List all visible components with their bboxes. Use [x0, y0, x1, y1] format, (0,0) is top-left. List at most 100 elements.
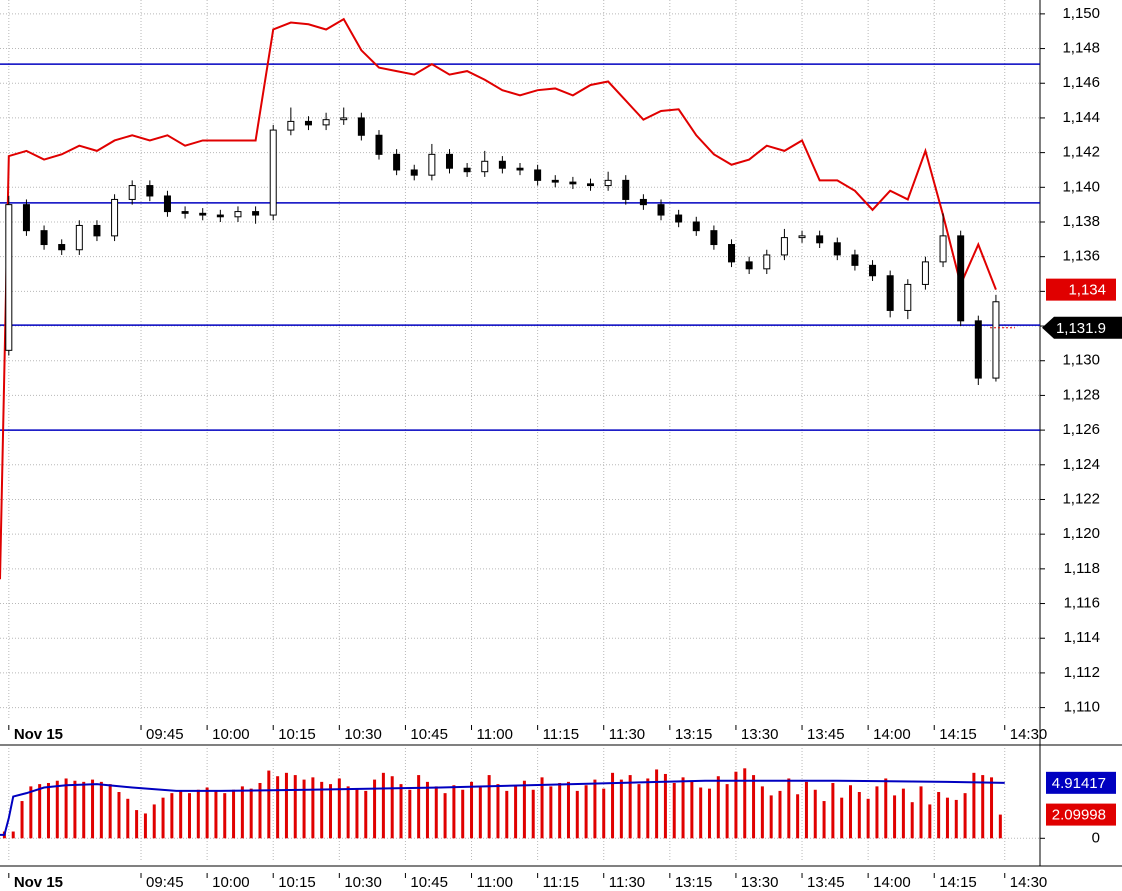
y-tick-label: 1,144: [1062, 109, 1100, 126]
candle-body: [445, 153, 453, 169]
volume-bar: [408, 789, 412, 839]
volume-bar: [258, 782, 262, 839]
y-tick-label: 1,116: [1064, 595, 1100, 612]
volume-label-box: [1046, 803, 1116, 826]
y-tick-label: 1,118: [1064, 560, 1100, 577]
candle-body: [780, 237, 788, 256]
x-tick-label: Nov 15: [14, 874, 63, 891]
volume-bar: [20, 801, 24, 839]
candle-body: [463, 167, 471, 173]
volume-label: [1046, 803, 1116, 826]
volume-bar: [734, 771, 738, 839]
volume-bar: [866, 798, 870, 839]
volume-bar: [214, 790, 218, 839]
candle-body: [604, 179, 612, 187]
y-tick-label: 1,122: [1062, 490, 1100, 507]
volume-bar: [135, 810, 139, 839]
marker-label-box: [1042, 316, 1122, 339]
volume-bar: [575, 790, 579, 839]
volume-bar: [329, 784, 333, 839]
x-tick-label: 10:30: [344, 874, 382, 891]
y-tick-label: 1,110: [1064, 699, 1100, 716]
volume-bar: [981, 775, 985, 839]
volume-bar: [990, 777, 994, 839]
candle-body: [745, 261, 753, 270]
volume-bar: [478, 787, 482, 839]
volume-bar: [796, 794, 800, 839]
x-tick-label: 11:00: [477, 726, 513, 743]
x-tick-label: 10:30: [344, 726, 382, 743]
volume-bar: [690, 781, 694, 839]
volume-bar: [108, 784, 112, 839]
candle-body: [534, 169, 542, 181]
volume-bar: [99, 781, 103, 839]
volume-bar: [143, 813, 147, 839]
x-tick-label: 13:15: [675, 726, 713, 743]
candle-body: [146, 185, 154, 197]
volume-bar: [672, 782, 676, 839]
y-tick-label: 1,130: [1062, 352, 1100, 369]
volume-bar: [443, 793, 447, 839]
candle-body: [886, 275, 894, 311]
y-tick-label: 1,124: [1062, 456, 1100, 473]
volume-bar: [663, 773, 667, 839]
candle-body: [957, 235, 965, 322]
volume-bar: [364, 790, 368, 839]
x-tick-label: 14:15: [939, 874, 977, 891]
volume-bar: [566, 781, 570, 839]
y-tick-label: 1,112: [1064, 664, 1100, 681]
volume-bar: [584, 785, 588, 839]
candle-body: [428, 153, 436, 176]
marker-label-box: [1046, 278, 1116, 301]
candle-body: [851, 254, 859, 266]
candle-body: [675, 214, 683, 223]
y-tick-label: 1,138: [1062, 213, 1100, 230]
x-tick-label: 10:15: [278, 726, 316, 743]
volume-bar: [302, 779, 306, 839]
x-tick-label: 09:45: [146, 726, 184, 743]
volume-bar: [337, 778, 341, 839]
x-tick-label: 10:45: [410, 874, 448, 891]
candle-body: [710, 230, 718, 246]
average-label-text: 4.91417: [1052, 775, 1106, 792]
volume-bar: [760, 786, 764, 839]
candle-body: [58, 244, 66, 251]
volume-bar: [29, 786, 33, 839]
volume-bar: [284, 772, 288, 839]
candle-body: [357, 117, 365, 136]
volume-bar: [937, 792, 941, 839]
volume-bar: [425, 781, 429, 839]
volume-bar: [346, 786, 350, 839]
volume-bar: [822, 801, 826, 839]
volume-bar: [91, 779, 95, 839]
average-line: [0, 779, 1005, 836]
volume-bar: [857, 792, 861, 839]
volume-bar: [602, 788, 606, 839]
marker-label: [1046, 278, 1116, 301]
volume-bar: [381, 772, 385, 839]
volume-bar: [778, 790, 782, 839]
volume-bar: [875, 786, 879, 839]
candle-body: [481, 160, 489, 173]
volume-bar: [320, 781, 324, 839]
volume-bar: [954, 799, 958, 839]
candle-body: [111, 198, 119, 237]
volume-bar: [646, 778, 650, 839]
x-tick-label: 14:00: [873, 726, 911, 743]
candle-body: [269, 129, 277, 216]
line-series: [0, 17, 997, 580]
volume-bar: [699, 787, 703, 839]
volume-bar: [470, 781, 474, 839]
volume-bar: [117, 792, 121, 839]
candle-body: [181, 211, 189, 214]
y-tick-label: 1,150: [1062, 5, 1100, 22]
volume-bar: [232, 789, 236, 839]
volume-bar: [82, 781, 86, 839]
y-tick-label: 1,142: [1062, 144, 1100, 161]
candle-body: [234, 211, 242, 218]
volume-bar: [46, 782, 50, 839]
volume-bar: [205, 787, 209, 839]
candle-body: [728, 244, 736, 263]
